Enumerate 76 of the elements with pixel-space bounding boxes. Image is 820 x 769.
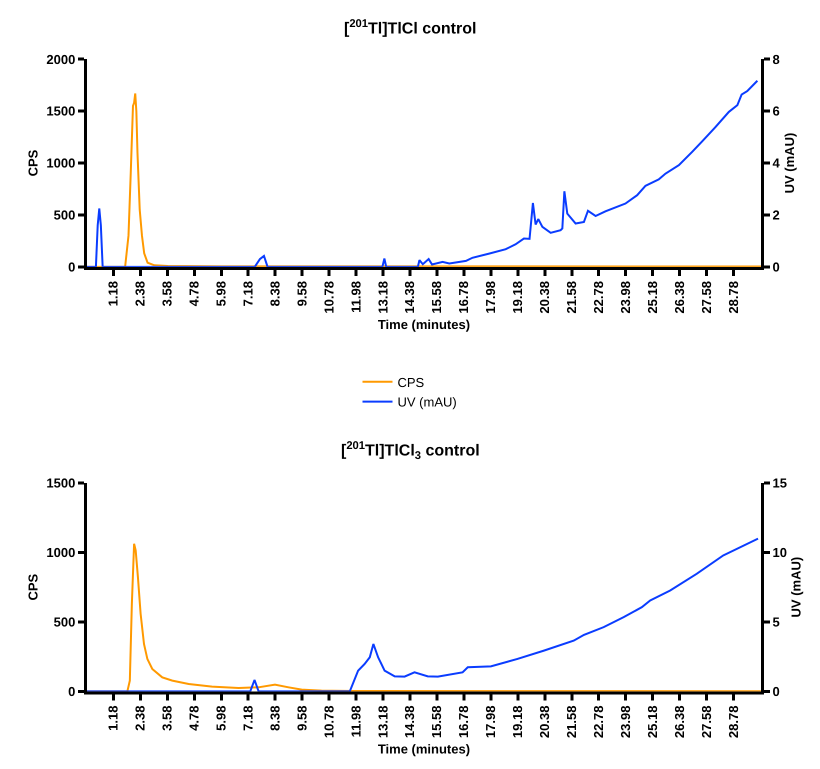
y-tick-label: 500 [54, 614, 76, 630]
x-tick-label: 26.38 [672, 706, 687, 738]
x-tick-label: 13.18 [375, 281, 390, 314]
x-tick-label: 15.58 [429, 706, 444, 738]
x-tick-label: 20.38 [537, 281, 552, 314]
y2-tick-label: 10 [772, 544, 788, 560]
x-tick-label: 23.98 [618, 706, 633, 738]
y2-tick-label: 4 [772, 156, 781, 171]
x-axis-title: Time (minutes) [378, 317, 470, 332]
x-tick-label: 25.18 [644, 281, 660, 314]
x-tick-label: 9.58 [294, 281, 310, 306]
y-axis-title: CPS [25, 573, 40, 600]
x-tick-label: 25.18 [644, 706, 660, 738]
y2-tick-label: 0 [772, 684, 780, 699]
x-tick-label: 7.18 [240, 281, 256, 306]
y2-axis-title: UV (mAU) [782, 132, 798, 194]
x-tick-label: 8.38 [267, 281, 282, 306]
x-tick-label: 10.78 [321, 281, 336, 314]
x-tick-label: 22.78 [590, 281, 606, 314]
x-tick-label: 3.58 [160, 281, 175, 306]
x-tick-label: 15.58 [429, 281, 444, 314]
x-tick-label: 16.78 [456, 706, 472, 738]
y2-tick-label: 15 [772, 475, 788, 490]
x-tick-label: 28.78 [726, 706, 741, 738]
x-tick-label: 5.98 [214, 706, 229, 731]
chart-title: [$^{201}$Tl]TlCl$_{3}$ control [341, 440, 480, 462]
x-tick-label: 4.78 [186, 281, 202, 306]
y-tick-label: 1500 [46, 475, 76, 490]
y-tick-label: 500 [54, 207, 76, 222]
x-tick-label: 4.78 [186, 706, 202, 731]
x-tick-label: 3.58 [160, 706, 175, 731]
x-tick-label: 5.98 [214, 281, 229, 306]
x-tick-label: 1.18 [106, 706, 121, 731]
y2-tick-label: 5 [772, 614, 780, 630]
x-tick-label: 21.58 [564, 281, 580, 314]
y-tick-label: 2000 [46, 52, 76, 67]
x-tick-label: 20.38 [537, 706, 552, 738]
x-tick-label: 1.18 [106, 281, 121, 306]
x-axis-title: Time (minutes) [378, 742, 470, 757]
x-tick-label: 11.98 [348, 281, 364, 313]
legend-label: UV (mAU) [398, 394, 457, 410]
x-tick-label: 11.98 [348, 706, 364, 738]
x-tick-label: 17.98 [483, 281, 498, 314]
x-tick-label: 8.38 [267, 706, 282, 731]
y-axis-title: CPS [25, 149, 40, 176]
x-tick-label: 14.38 [402, 281, 418, 314]
x-tick-label: 22.78 [590, 706, 606, 738]
x-tick-label: 7.18 [240, 706, 256, 731]
x-tick-label: 9.58 [294, 706, 310, 731]
x-tick-label: 19.18 [510, 281, 526, 314]
x-tick-label: 14.38 [402, 706, 418, 738]
x-tick-label: 13.18 [375, 706, 390, 738]
y2-tick-label: 8 [772, 52, 780, 67]
x-tick-label: 16.78 [456, 281, 472, 314]
x-tick-label: 2.38 [132, 281, 148, 306]
x-tick-label: 28.78 [726, 281, 741, 314]
x-tick-label: 23.98 [618, 281, 633, 314]
y-tick-label: 1000 [46, 156, 76, 171]
y2-tick-label: 0 [772, 259, 780, 274]
x-tick-label: 19.18 [510, 706, 526, 738]
y-tick-label: 1500 [46, 104, 76, 119]
x-tick-label: 17.98 [483, 706, 498, 738]
legend-label: CPS [398, 374, 425, 390]
x-tick-label: 21.58 [564, 706, 580, 738]
x-tick-label: 2.38 [132, 706, 148, 731]
chart-title: [$^{201}$Tl]TlCl control [344, 18, 476, 38]
y-tick-label: 1000 [46, 544, 76, 560]
x-tick-label: 26.38 [672, 281, 687, 314]
y-tick-label: 0 [68, 684, 76, 699]
y2-tick-label: 6 [772, 104, 780, 119]
x-tick-label: 27.58 [698, 281, 714, 314]
y2-tick-label: 2 [772, 207, 780, 222]
x-tick-label: 10.78 [321, 706, 336, 738]
y-tick-label: 0 [68, 259, 76, 274]
y2-axis-title: UV (mAU) [788, 556, 804, 618]
x-tick-label: 27.58 [698, 706, 714, 738]
